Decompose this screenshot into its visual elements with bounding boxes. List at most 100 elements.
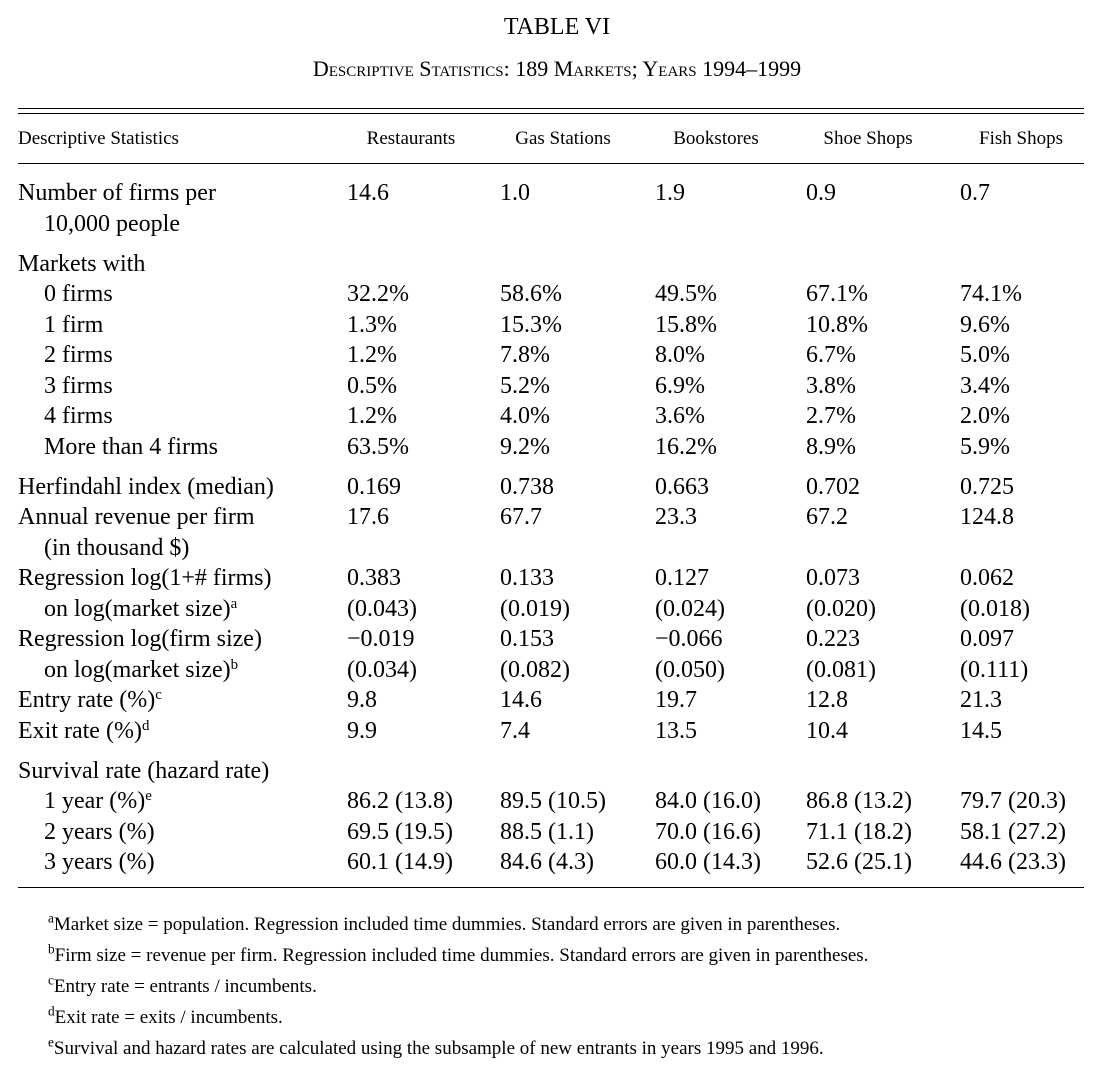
- cell-value: 1.0: [500, 180, 530, 206]
- cell-value: 3.8%: [806, 372, 856, 399]
- row-label: Regression log(1+# firms): [18, 563, 272, 593]
- table-title: TABLE VI: [503, 14, 611, 40]
- cell-value: (0.081): [806, 656, 876, 683]
- cell-value: 7.4: [500, 717, 530, 744]
- row-label: 10,000 people: [44, 209, 180, 239]
- row-label: 4 firms: [44, 401, 113, 431]
- row-label: Entry rate (%)c: [18, 685, 162, 715]
- cell-value: 70.0 (16.6): [655, 818, 761, 845]
- cell-value: 0.702: [806, 473, 860, 500]
- row-label: Exit rate (%)d: [18, 716, 149, 746]
- footnote-text: Exit rate = exits / incumbents.: [54, 1007, 283, 1028]
- footnote: dExit rate = exits / incumbents.: [48, 1005, 283, 1031]
- row-label-text: Regression log(firm size): [18, 626, 262, 652]
- cell-value: 60.1 (14.9): [347, 849, 453, 875]
- cell-value: (0.034): [347, 656, 417, 683]
- cell-value: 15.3%: [500, 311, 562, 338]
- footnote-mark: c: [48, 972, 54, 988]
- cell-value: 0.097: [960, 626, 1014, 652]
- cell-value: (0.018): [960, 595, 1030, 622]
- cell-value: 32.2%: [347, 281, 409, 307]
- cell-value: 9.8: [347, 687, 377, 713]
- cell-value: 44.6 (23.3): [960, 849, 1066, 875]
- row-label: Number of firms per: [18, 178, 216, 208]
- cell-value: 0.9: [806, 180, 836, 206]
- cell-value: 15.8%: [655, 311, 717, 338]
- row-label: on log(market size)a: [44, 594, 237, 624]
- cell-value: 5.2%: [500, 372, 550, 399]
- cell-value: 69.5 (19.5): [347, 818, 453, 845]
- cell-value: 14.6: [347, 180, 389, 206]
- footnote-mark: d: [48, 1003, 55, 1019]
- cell-value: 16.2%: [655, 433, 717, 460]
- cell-value: 0.073: [806, 565, 860, 591]
- footnote: bFirm size = revenue per firm. Regressio…: [48, 943, 868, 969]
- cell-value: 3.4%: [960, 372, 1010, 399]
- cell-value: 1.9: [655, 180, 685, 206]
- cell-value: 17.6: [347, 504, 389, 530]
- row-label-text: Number of firms per: [18, 180, 216, 206]
- row-label-text: on log(market size): [44, 656, 231, 683]
- cell-value: 0.223: [806, 626, 860, 652]
- top-rule: [18, 108, 1084, 109]
- row-label-text: Annual revenue per firm: [18, 504, 255, 530]
- cell-value: 0.738: [500, 473, 554, 500]
- cell-value: 8.9%: [806, 433, 856, 460]
- cell-value: (0.082): [500, 656, 570, 683]
- cell-value: 0.383: [347, 565, 401, 591]
- row-label-text: 2 years (%): [44, 818, 155, 845]
- cell-value: 2.7%: [806, 403, 856, 429]
- cell-value: 52.6 (25.1): [806, 849, 912, 875]
- row-label: 2 years (%): [44, 817, 155, 847]
- cell-value: −0.019: [347, 626, 415, 652]
- footnote-ref: b: [230, 656, 239, 673]
- row-label-text: Markets with: [18, 250, 146, 277]
- row-label-text: 3 firms: [44, 372, 113, 399]
- row-label-text: on log(market size): [44, 595, 231, 622]
- cell-value: 67.2: [806, 504, 848, 530]
- cell-value: 6.7%: [806, 342, 856, 368]
- footnote-ref: c: [155, 686, 162, 703]
- cell-value: (0.020): [806, 595, 876, 622]
- footnote-mark: b: [48, 941, 55, 957]
- cell-value: 21.3: [960, 687, 1002, 713]
- cell-value: 63.5%: [347, 433, 409, 460]
- cell-value: 79.7 (20.3): [960, 788, 1066, 814]
- cell-value: 6.9%: [655, 372, 705, 399]
- cell-value: 0.062: [960, 565, 1014, 591]
- cell-value: 13.5: [655, 717, 697, 744]
- footnote: cEntry rate = entrants / incumbents.: [48, 974, 317, 1000]
- cell-value: 14.6: [500, 687, 542, 713]
- row-label-text: Exit rate (%): [18, 717, 142, 744]
- row-label-text: 10,000 people: [44, 210, 180, 237]
- cell-value: 3.6%: [655, 403, 705, 429]
- cell-value: 84.0 (16.0): [655, 788, 761, 814]
- cell-value: 58.6%: [500, 281, 562, 307]
- column-header: Descriptive Statistics: [18, 128, 179, 149]
- cell-value: 89.5 (10.5): [500, 788, 606, 814]
- cell-value: 1.2%: [347, 342, 397, 368]
- column-header: Gas Stations: [515, 128, 611, 149]
- cell-value: 2.0%: [960, 403, 1010, 429]
- row-label: 1 year (%)e: [44, 786, 152, 816]
- cell-value: (0.050): [655, 656, 725, 683]
- column-header: Restaurants: [366, 128, 456, 149]
- cell-value: 0.725: [960, 473, 1014, 500]
- row-label: 3 years (%): [44, 847, 155, 877]
- top-rule: [18, 113, 1084, 114]
- cell-value: 88.5 (1.1): [500, 818, 594, 845]
- column-header: Fish Shops: [979, 128, 1063, 149]
- cell-value: 12.8: [806, 687, 848, 713]
- cell-value: 4.0%: [500, 403, 550, 429]
- footnote-mark: a: [48, 910, 54, 926]
- row-label-text: (in thousand $): [44, 534, 190, 561]
- cell-value: 49.5%: [655, 281, 717, 307]
- cell-value: (0.043): [347, 595, 417, 622]
- footnote-text: Market size = population. Regression inc…: [53, 914, 841, 935]
- row-label-text: Regression log(1+# firms): [18, 565, 272, 591]
- cell-value: 9.9: [347, 717, 377, 744]
- row-label-text: 4 firms: [44, 403, 113, 429]
- header-rule: [18, 163, 1084, 164]
- cell-value: 74.1%: [960, 281, 1022, 307]
